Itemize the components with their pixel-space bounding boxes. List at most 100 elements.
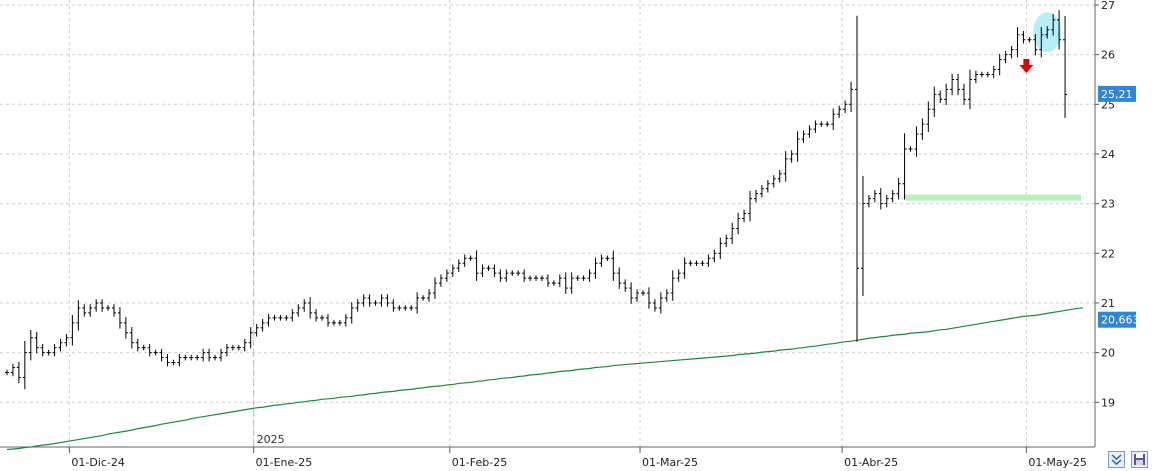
ohlc-bar (920, 118, 925, 140)
ohlc-bar (22, 340, 27, 390)
ohlc-bar (450, 264, 455, 277)
ohlc-bar (444, 269, 449, 282)
ohlc-bar (183, 354, 188, 361)
ohlc-bar (28, 329, 33, 361)
ohlc-bar (230, 344, 235, 351)
ohlc-bar (831, 108, 836, 130)
x-tick-label: 01-Mar-25 (642, 456, 698, 469)
ohlc-bar (730, 222, 735, 245)
moving-average-line (6, 307, 1083, 451)
ohlc-bar (135, 338, 140, 352)
ohlc-bar (593, 257, 598, 279)
ohlc-bar (545, 274, 550, 287)
ohlc-bar (474, 250, 479, 281)
ohlc-bar (438, 274, 443, 287)
ohlc-bar (700, 260, 705, 267)
ohlc-bar (415, 292, 420, 314)
ohlc-bar (967, 69, 972, 110)
ohlc-bar (724, 234, 729, 248)
ohlc-bar (635, 289, 640, 302)
ohlc-bar (248, 327, 253, 349)
x-tick-label: 01-Abr-25 (844, 456, 898, 469)
ohlc-bar (694, 260, 699, 267)
ohlc-bar (272, 315, 277, 321)
save-icon (1134, 454, 1145, 465)
last-price-badge: 25,21 (1101, 88, 1133, 101)
ohlc-bar (456, 259, 461, 272)
ohlc-bar (242, 338, 247, 352)
ohlc-bar (908, 146, 913, 152)
ohlc-bar (492, 264, 497, 277)
arrow-layer (1019, 59, 1034, 74)
collapse-button[interactable] (1108, 451, 1125, 468)
ohlc-bar (367, 294, 372, 307)
ohlc-bar (213, 354, 218, 361)
ohlc-bar (159, 348, 164, 362)
value-badges: 25,21 20,663 (1098, 85, 1140, 328)
ohlc-bar (260, 319, 265, 332)
x-tick-label: 01-Feb-25 (452, 456, 507, 469)
ohlc-bar (623, 279, 628, 292)
ohlc-bar (771, 175, 776, 188)
ohlc-bar (218, 348, 223, 362)
price-series (5, 10, 1068, 390)
ohlc-bar (587, 269, 592, 282)
ohlc-bar (391, 299, 396, 312)
ohlc-bar (765, 180, 770, 193)
y-tick-label: 21 (1101, 297, 1115, 310)
save-button[interactable] (1131, 451, 1148, 468)
ohlc-bar (516, 270, 521, 276)
ohlc-bar (278, 315, 283, 321)
ohlc-bar (308, 297, 313, 319)
ohlc-bar (349, 302, 354, 324)
ohlc-bar (284, 315, 289, 321)
ohlc-bar (575, 275, 580, 281)
ohlc-bar (480, 264, 485, 277)
ohlc-bar (753, 189, 758, 203)
ohlc-bar (40, 343, 45, 357)
ohlc-bar (58, 338, 63, 352)
ohlc-bar (111, 304, 116, 317)
ohlc-bar (64, 333, 69, 347)
ohlc-bar (658, 292, 663, 314)
ohlc-bar (100, 299, 105, 312)
ohlc-bar (777, 170, 782, 183)
ohlc-bar (914, 126, 919, 157)
ohlc-bar (855, 15, 860, 342)
ohlc-bar (331, 320, 336, 326)
ohlc-bar (866, 194, 871, 208)
ohlc-bar (557, 274, 562, 287)
ohlc-bar (403, 305, 408, 311)
ohlc-bar (373, 300, 378, 306)
ohlc-bar (165, 353, 170, 367)
y-tick-label: 20 (1101, 347, 1115, 360)
ohlc-bar (1009, 45, 1014, 59)
ohlc-bar (688, 260, 693, 267)
y-tick-label: 19 (1101, 396, 1115, 409)
x-tick-label: 01-Dic-24 (71, 456, 125, 469)
x-axis: 01-Dic-24 01-Ene-25 01-Feb-25 01-Mar-25 01-A… (0, 433, 1095, 469)
ohlc-bar (938, 90, 943, 104)
ohlc-bar (147, 343, 152, 357)
ohlc-bar (956, 73, 961, 96)
ohlc-bar (88, 304, 93, 317)
ohlc-bar (462, 254, 467, 267)
down-arrow-icon (1019, 59, 1034, 74)
ohlc-bar (1033, 33, 1038, 56)
ohlc-bar (718, 237, 723, 260)
ohlc-bar (759, 184, 764, 198)
grid (0, 0, 1095, 447)
ohlc-bar (617, 267, 622, 289)
x-tick-label: 01-Ene-25 (256, 456, 313, 469)
ohlc-bar (878, 187, 883, 210)
ohlc-bar (141, 344, 146, 351)
ohlc-bar (10, 363, 15, 377)
ohlc-bar (581, 275, 586, 281)
ohlc-bar (82, 304, 87, 317)
ohlc-bar (783, 151, 788, 182)
ohlc-bar (1015, 27, 1020, 58)
ohlc-bar (896, 178, 901, 200)
ohlc-bar (1057, 10, 1062, 50)
ohlc-bar (682, 257, 687, 279)
